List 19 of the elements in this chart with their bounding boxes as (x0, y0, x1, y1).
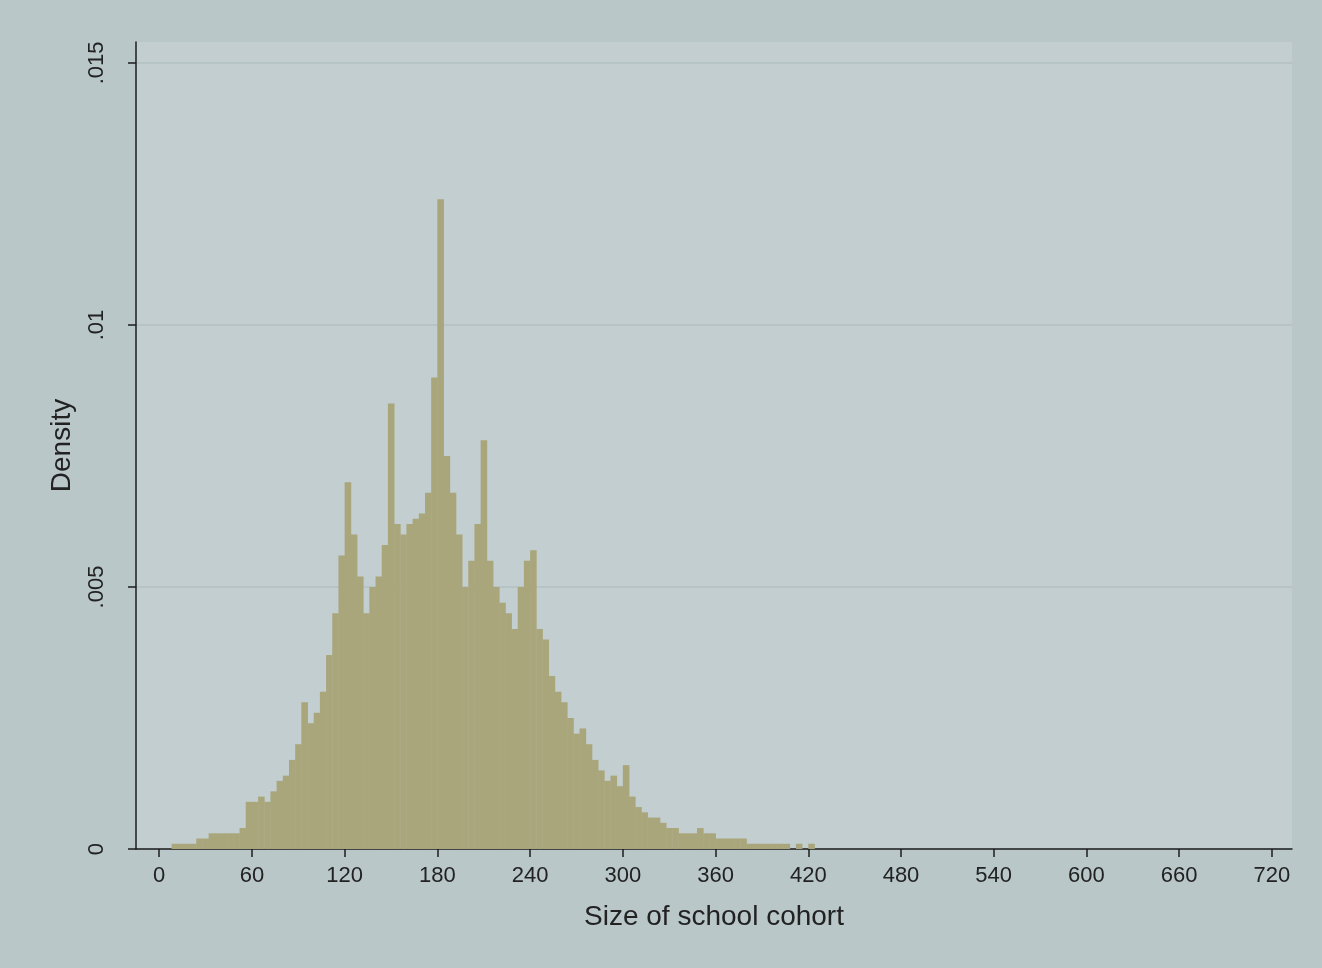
x-tick-label: 120 (326, 861, 363, 887)
x-tick-label: 60 (239, 861, 265, 887)
y-tick-label: .01 (82, 309, 108, 341)
x-tick-label: 420 (789, 861, 827, 887)
x-tick-label: 360 (697, 861, 734, 887)
y-tick-label: .005 (82, 565, 108, 609)
x-tick-label: 720 (1253, 861, 1291, 887)
y-tick-label: 0 (82, 842, 108, 856)
x-tick-label: 480 (882, 861, 920, 887)
x-tick-label: 0 (153, 861, 166, 887)
y-axis-title: Density (44, 398, 76, 493)
x-axis-title: Size of school cohort (584, 899, 845, 931)
x-tick-label: 240 (511, 861, 549, 887)
x-tick-label: 300 (604, 861, 642, 887)
x-tick-label: 540 (975, 861, 1013, 887)
x-tick-label: 180 (419, 861, 456, 887)
y-tick-label: .015 (82, 41, 108, 85)
x-tick-label: 660 (1160, 861, 1198, 887)
x-tick-label: 600 (1068, 861, 1105, 887)
